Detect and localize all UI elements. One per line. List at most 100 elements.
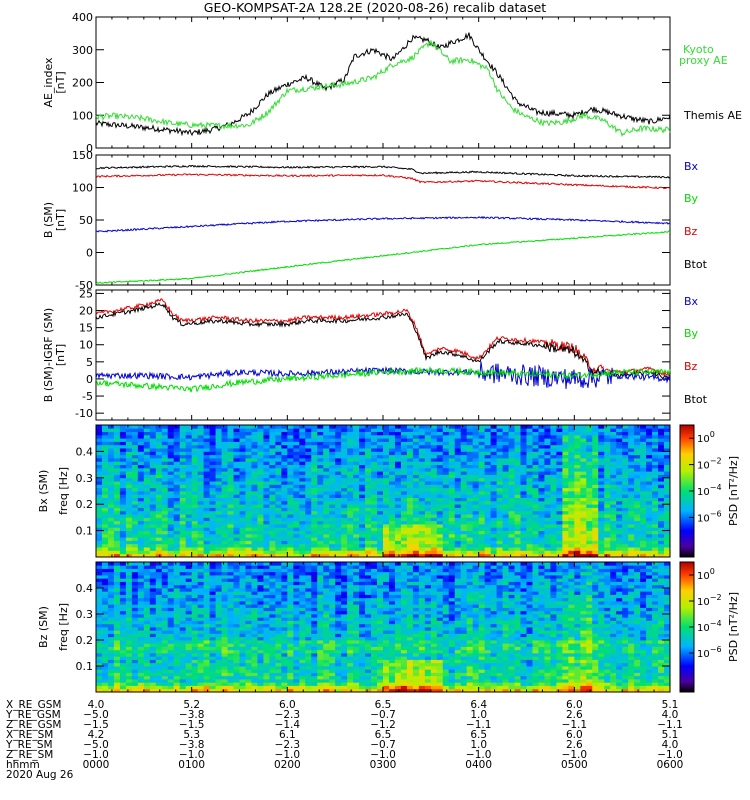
psd-cell [365, 461, 372, 465]
psd-cell [209, 487, 216, 492]
psd-cell [598, 514, 605, 518]
psd-cell [556, 547, 563, 551]
psd-cell [257, 533, 264, 538]
psd-cell [335, 425, 342, 429]
psd-cell [598, 510, 605, 515]
psd-cell [281, 477, 288, 482]
psd-cell [490, 547, 498, 551]
psd-cell [179, 562, 187, 566]
psd-cell [448, 444, 456, 449]
psd-cell [406, 530, 414, 535]
psd-cell [269, 533, 276, 538]
psd-cell [209, 491, 216, 495]
psd-cell [107, 461, 115, 465]
psd-cell [161, 454, 169, 459]
psd-cell [622, 504, 629, 508]
psd-cell [161, 601, 169, 605]
psd-cell [96, 491, 103, 495]
psd-cell [161, 649, 169, 654]
psd-cell [556, 494, 563, 498]
psd-cell [119, 444, 127, 449]
psd-cell [335, 527, 342, 531]
psd-cell [96, 594, 103, 599]
psd-cell [658, 434, 665, 439]
psd-cell [664, 520, 671, 525]
psd-cell [167, 514, 175, 518]
psd-cell [490, 425, 498, 429]
psd-cell [191, 646, 199, 651]
psd-cell [502, 448, 509, 452]
psd-cell [430, 451, 438, 456]
psd-cell [335, 434, 342, 439]
psd-cell [233, 441, 240, 446]
psd-cell [317, 550, 324, 555]
psd-cell [239, 524, 246, 528]
psd-cell [472, 527, 480, 531]
psd-cell [155, 530, 163, 535]
psd-cell [269, 491, 276, 495]
psd-cell [161, 562, 169, 566]
psd-cell [143, 540, 151, 545]
psd-cell [640, 477, 647, 482]
psd-cell [101, 464, 109, 469]
psd-cell [371, 553, 378, 558]
psd-cell [101, 444, 109, 449]
psd-cell [179, 675, 187, 680]
psd-cell [173, 682, 181, 686]
psd-cell [544, 530, 551, 535]
psd-cell [616, 487, 623, 492]
psd-cell [514, 527, 521, 531]
psd-cell [305, 517, 312, 522]
psd-cell [155, 517, 163, 522]
psd-cell [113, 553, 121, 558]
psd-cell [149, 623, 157, 628]
psd-cell [143, 441, 151, 446]
psd-cell [251, 481, 258, 485]
psd-cell [544, 524, 551, 528]
psd-cell [113, 500, 121, 505]
legend-themis-ae: Themis AE [683, 109, 742, 122]
psd-cell [550, 428, 557, 432]
psd-cell [347, 425, 354, 429]
psd-cell [592, 500, 599, 505]
psd-cell [598, 461, 605, 465]
psd-cell [550, 481, 557, 485]
psd-cell [448, 543, 456, 548]
y-tick-label: -50 [75, 279, 93, 292]
psd-cell [96, 604, 103, 608]
psd-cell [125, 630, 133, 634]
psd-cell [574, 540, 581, 545]
psd-cell [418, 458, 426, 462]
psd-cell [161, 438, 169, 442]
psd-cell [305, 431, 312, 436]
psd-cell [143, 527, 151, 531]
psd-cell [131, 682, 139, 686]
psd-cell [155, 520, 163, 525]
psd-cell [263, 507, 270, 512]
psd-cell [418, 507, 426, 512]
psd-cell [131, 444, 139, 449]
psd-cell [149, 553, 157, 558]
psd-cell [347, 520, 354, 525]
psd-cell [221, 481, 228, 485]
psd-cell [634, 431, 641, 436]
psd-cell [430, 474, 438, 479]
psd-cell [191, 543, 199, 548]
psd-cell [484, 434, 492, 439]
psd-cell [203, 533, 211, 538]
psd-cell [652, 434, 659, 439]
psd-cell [125, 438, 133, 442]
psd-cell [562, 520, 569, 525]
psd-cell [418, 464, 426, 469]
psd-cell [371, 507, 378, 512]
psd-cell [448, 533, 456, 538]
psd-cell [263, 491, 270, 495]
psd-cell [448, 425, 456, 429]
psd-cell [646, 484, 653, 489]
psd-cell [161, 597, 169, 602]
psd-cell [508, 537, 515, 541]
psd-cell [436, 448, 444, 452]
psd-cell [550, 434, 557, 439]
psd-cell [317, 467, 324, 472]
psd-cell [586, 491, 593, 495]
